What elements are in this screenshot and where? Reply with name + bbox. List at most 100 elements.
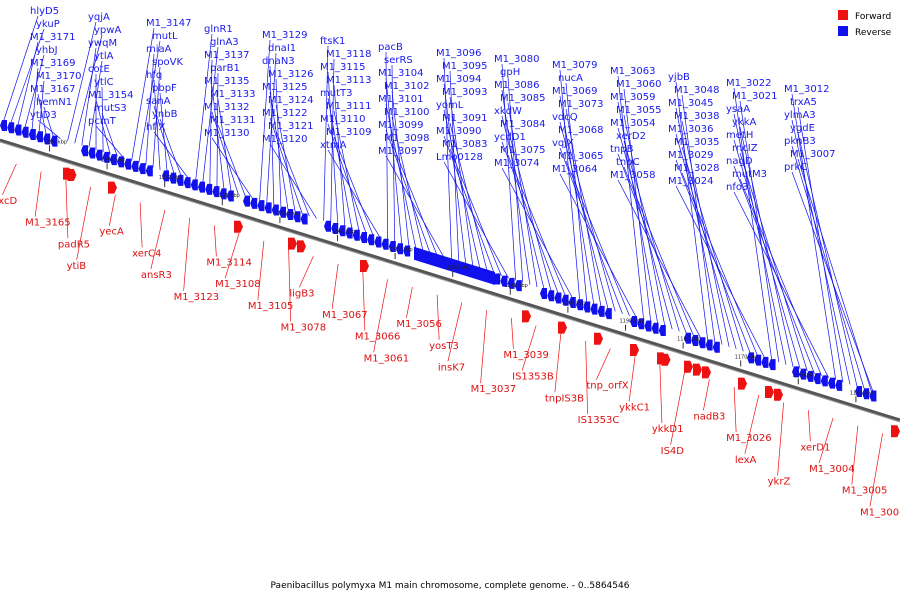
reverse-gene-label: yomL: [436, 100, 464, 111]
reverse-gene-label: mutM3: [732, 169, 767, 180]
reverse-leader-line: [733, 191, 829, 378]
reverse-gene-label: M1_3080: [494, 54, 539, 65]
reverse-gene-label: nagD: [726, 156, 753, 167]
scale-tick-label: 1240 kbp: [332, 229, 356, 235]
reverse-leader-line: [3, 15, 39, 122]
forward-leader-line: [2, 163, 17, 195]
reverse-gene-label: vqjX: [552, 138, 574, 149]
reverse-gene: [169, 172, 177, 184]
forward-gene: [594, 332, 603, 345]
scale-tick-label: 1180 kbp: [677, 337, 701, 343]
forward-leader-line: [447, 302, 463, 362]
forward-leader-line: [150, 209, 166, 270]
reverse-leader-line: [159, 118, 182, 177]
reverse-gene: [243, 195, 250, 207]
reverse-gene: [338, 225, 346, 237]
reverse-gene-label: serRS: [384, 55, 413, 66]
reverse-leader-line: [211, 111, 239, 195]
reverse-leader-line: [623, 140, 680, 332]
reverse-gene-label: ykkA: [732, 117, 757, 128]
reverse-leader-line: [617, 179, 701, 339]
reverse-gene-label: trxA5: [790, 97, 817, 108]
reverse-gene: [21, 126, 29, 138]
reverse-leader-line: [507, 128, 552, 292]
reverse-gene: [138, 163, 146, 175]
reverse-gene: [331, 223, 339, 235]
reverse-gene: [644, 320, 652, 332]
reverse-gene-label: M1_3120: [262, 134, 307, 145]
reverse-gene: [630, 316, 637, 327]
scale-tick-label: 1160 kbp: [792, 372, 816, 378]
forward-leader-line: [288, 248, 291, 322]
reverse-leader-line: [269, 65, 275, 206]
reverse-leader-line: [67, 21, 97, 142]
reverse-leader-line: [81, 47, 97, 146]
legend-reverse-swatch: [838, 26, 848, 36]
reverse-gene: [88, 147, 96, 159]
reverse-gene: [131, 160, 139, 172]
reverse-leader-line: [24, 54, 45, 128]
forward-gene-label: M1_3056: [396, 319, 441, 330]
reverse-gene: [828, 377, 835, 389]
reverse-gene-label: M1_3065: [558, 151, 603, 162]
forward-gene-label: M1_3066: [355, 332, 400, 343]
reverse-gene-label: M1_3035: [674, 137, 719, 148]
reverse-leader-line: [507, 76, 524, 283]
reverse-leader-line: [327, 71, 339, 226]
reverse-gene-label: M1_3022: [726, 78, 771, 89]
forward-gene-label: xerC4: [132, 248, 161, 259]
reverse-gene: [381, 238, 389, 250]
reverse-gene-label: M1_3154: [88, 90, 133, 101]
reverse-gene-label: nucA: [558, 73, 583, 84]
forward-leader-line: [65, 179, 69, 239]
reverse-leader-line: [195, 33, 213, 181]
reverse-gene-label: M1_3167: [30, 84, 75, 95]
scale-tick-label: 1210 kbp: [504, 283, 528, 289]
reverse-gene-label: M1_3093: [442, 87, 487, 98]
reverse-gene-label: M1_3130: [204, 128, 249, 139]
reverse-leader-line: [391, 90, 410, 248]
reverse-gene: [7, 122, 15, 134]
reverse-gene: [0, 120, 7, 131]
reverse-gene-label: M1_3135: [204, 76, 249, 87]
reverse-leader-line: [559, 121, 609, 310]
forward-leader-line: [183, 217, 190, 291]
forward-leader-line: [436, 294, 440, 340]
reverse-gene-label: M1_3085: [500, 93, 545, 104]
forward-leader-line: [521, 325, 537, 371]
forward-gene: [765, 386, 774, 398]
reverse-gene-label: ysaA: [726, 104, 750, 115]
reverse-leader-line: [327, 149, 381, 239]
forward-leader-line: [851, 425, 859, 485]
forward-leader-line: [670, 371, 685, 445]
reverse-gene: [747, 352, 754, 364]
forward-leader-line: [659, 364, 663, 424]
reverse-gene: [145, 165, 153, 177]
reverse-gene: [869, 390, 877, 402]
genome-caption: Paenibacillus polymyxa M1 main chromosom…: [271, 581, 630, 591]
reverse-leader-line: [275, 130, 310, 217]
reverse-leader-line: [681, 172, 758, 356]
reverse-leader-line: [797, 158, 872, 392]
reverse-gene: [862, 388, 870, 400]
forward-leader-line: [585, 340, 588, 414]
forward-leader-line: [744, 394, 760, 454]
forward-leader-line: [214, 225, 217, 257]
reverse-gene: [300, 213, 308, 225]
reverse-gene: [637, 318, 645, 330]
reverse-leader-line: [269, 117, 303, 215]
reverse-leader-line: [449, 122, 488, 272]
reverse-gene-label: M1_3096: [436, 48, 481, 59]
reverse-gene: [698, 337, 706, 349]
reverse-leader-line: [675, 159, 751, 354]
reverse-gene-label: ftsK1: [320, 36, 345, 47]
reverse-gene: [768, 359, 776, 371]
reverse-gene-label: M1_3079: [552, 60, 597, 71]
reverse-gene-label: dnaN3: [262, 56, 295, 67]
reverse-gene: [691, 335, 699, 347]
forward-gene: [738, 377, 747, 390]
reverse-gene-label: pbpF: [152, 83, 177, 94]
reverse-gene-label: M1_3069: [552, 86, 597, 97]
forward-gene-label: M1_3037: [471, 384, 516, 395]
